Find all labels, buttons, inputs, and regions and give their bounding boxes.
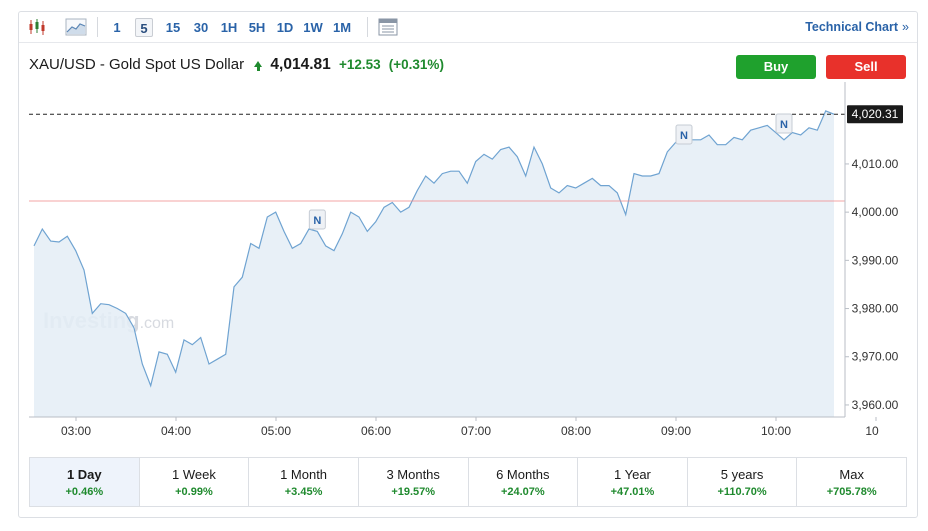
x-tick-label: 10 — [865, 424, 879, 438]
period-label: 1 Day — [66, 467, 102, 482]
investing-watermark-suffix: .com — [140, 315, 175, 332]
chart-toolbar: 1 5 15 30 1H 5H 1D 1W 1M Technical Chart… — [19, 12, 917, 43]
x-tick-label: 06:00 — [361, 424, 391, 438]
news-marker[interactable]: N — [308, 209, 326, 230]
y-tick-label: 3,990.00 — [852, 253, 899, 267]
news-marker-label: N — [680, 130, 688, 142]
period-change: +24.07% — [500, 486, 545, 498]
toolbar-divider — [97, 17, 98, 37]
buy-button[interactable]: Buy — [736, 55, 816, 79]
area-chart-icon[interactable] — [65, 17, 87, 37]
candlestick-chart-icon[interactable] — [27, 17, 49, 37]
table-view-icon[interactable] — [377, 17, 399, 37]
technical-chart-link[interactable]: Technical Chart» — [805, 20, 909, 34]
news-marker-box — [675, 124, 693, 145]
timeframe-15[interactable]: 15 — [165, 20, 181, 35]
current-price-label: 4,020.31 — [852, 107, 899, 121]
period-max[interactable]: Max +705.78% — [797, 458, 906, 506]
period-1-week[interactable]: 1 Week +0.99% — [140, 458, 250, 506]
quote-header: XAU/USD - Gold Spot US Dollar 4,014.81 +… — [29, 56, 444, 76]
current-price-badge — [847, 105, 903, 124]
y-tick-label: 4,010.00 — [852, 157, 899, 171]
price-area-fill — [34, 110, 834, 418]
y-tick-label: 3,980.00 — [852, 302, 899, 316]
news-marker-label: N — [780, 119, 788, 131]
news-marker[interactable]: N — [675, 124, 693, 145]
news-marker[interactable]: N — [775, 113, 793, 134]
chart-widget: 1 5 15 30 1H 5H 1D 1W 1M Technical Chart… — [18, 11, 918, 518]
instrument-name: XAU/USD - Gold Spot US Dollar — [29, 56, 245, 73]
period-change: +705.78% — [826, 486, 877, 498]
period-6-months[interactable]: 6 Months +24.07% — [469, 458, 579, 506]
period-5-years[interactable]: 5 years +110.70% — [688, 458, 798, 506]
news-marker-label: N — [313, 215, 321, 227]
technical-chart-label: Technical Chart — [805, 20, 899, 34]
x-tick-label: 04:00 — [161, 424, 191, 438]
y-tick-label: 3,960.00 — [852, 398, 899, 412]
period-label: 1 Month — [280, 467, 328, 482]
price-line — [33, 110, 835, 388]
period-performance-table: 1 Day +0.46% 1 Week +0.99% 1 Month +3.45% 3 Mo… — [29, 457, 907, 507]
period-change: +3.45% — [284, 486, 323, 498]
timeframe-1w[interactable]: 1W — [303, 20, 323, 35]
timeframe-5h[interactable]: 5H — [248, 20, 266, 35]
price-change-percent: (+0.31%) — [388, 57, 444, 72]
timeframe-30[interactable]: 30 — [193, 20, 209, 35]
last-price: 4,014.81 — [270, 56, 331, 73]
y-tick-label: 3,970.00 — [852, 350, 899, 364]
timeframe-1h[interactable]: 1H — [220, 20, 238, 35]
period-change: +0.46% — [65, 486, 104, 498]
period-change: +19.57% — [391, 486, 436, 498]
period-label: 1 Week — [172, 467, 216, 482]
sell-button[interactable]: Sell — [826, 55, 906, 79]
timeframe-5[interactable]: 5 — [135, 18, 153, 37]
period-3-months[interactable]: 3 Months +19.57% — [359, 458, 469, 506]
period-label: 1 Year — [614, 467, 651, 482]
period-change: +47.01% — [610, 486, 655, 498]
toolbar-divider — [367, 17, 368, 37]
price-chart[interactable]: Investing.com 4,020.313,960.003,970.003,… — [19, 82, 917, 454]
period-1-year[interactable]: 1 Year +47.01% — [578, 458, 688, 506]
x-tick-label: 07:00 — [461, 424, 491, 438]
x-tick-label: 03:00 — [61, 424, 91, 438]
x-tick-label: 09:00 — [661, 424, 691, 438]
period-label: 5 years — [720, 467, 764, 482]
price-change: +12.53 — [338, 57, 381, 72]
timeframe-1[interactable]: 1 — [113, 20, 121, 35]
double-chevron-right-icon: » — [902, 20, 909, 34]
period-label: Max — [839, 467, 864, 482]
period-change: +0.99% — [175, 486, 213, 498]
timeframe-1d[interactable]: 1D — [276, 20, 294, 35]
x-tick-label: 10:00 — [761, 424, 791, 438]
x-tick-label: 05:00 — [261, 424, 291, 438]
period-1-day[interactable]: 1 Day +0.46% — [30, 458, 140, 506]
x-tick-label: 08:00 — [561, 424, 591, 438]
news-marker-box — [775, 113, 793, 134]
news-marker-box — [308, 209, 326, 230]
period-1-month[interactable]: 1 Month +3.45% — [249, 458, 359, 506]
period-change: +110.70% — [717, 486, 767, 498]
arrow-up-icon — [254, 61, 263, 71]
period-label: 6 Months — [496, 467, 550, 482]
period-label: 3 Months — [386, 467, 440, 482]
timeframe-1m[interactable]: 1M — [332, 20, 352, 35]
y-tick-label: 4,000.00 — [852, 205, 899, 219]
